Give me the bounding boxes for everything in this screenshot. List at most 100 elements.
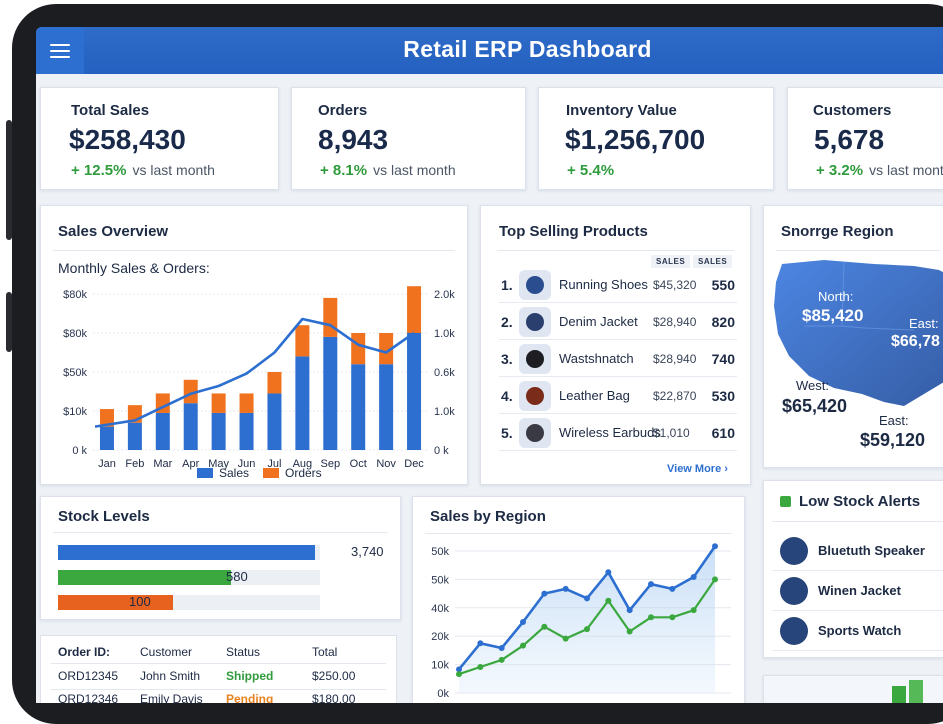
product-units: 530: [711, 388, 735, 404]
kpi-value: $258,430: [69, 124, 186, 155]
partial-card: [763, 675, 943, 703]
product-row[interactable]: 2. Denim Jacket $28,940 820: [499, 305, 737, 340]
table-row[interactable]: ORD12346 Emily Davis Pending $180.00: [41, 692, 396, 703]
product-sales: $45,320: [653, 278, 697, 292]
chevron-right-icon[interactable]: ›: [724, 463, 728, 475]
bar-orders: [407, 286, 422, 333]
data-point: [562, 585, 569, 592]
bar-sales: [351, 364, 366, 450]
product-row[interactable]: 1. Running Shoes $45,320 550: [499, 268, 737, 303]
region-east2-label: East:: [879, 413, 909, 428]
bar-orders: [211, 393, 226, 413]
product-name: Wireless Earbuds: [559, 425, 661, 440]
card-title: Top Selling Products: [499, 223, 648, 240]
product-sales: $22,870: [653, 389, 697, 403]
kpi-customers: Customers 5,678 + 3.2% vs last month: [787, 87, 943, 190]
bar-sales: [295, 356, 310, 450]
alert-label: Winen Jacket: [818, 583, 901, 598]
data-point: [541, 590, 548, 597]
data-point: [626, 628, 633, 635]
kpi-inventory-value: Inventory Value $1,256,700 + 5.4%: [538, 87, 774, 190]
alert-item[interactable]: Winen Jacket: [772, 571, 943, 611]
order-total: $250.00: [312, 669, 356, 683]
data-point: [456, 666, 462, 673]
kpi-change-value: + 12.5%: [71, 162, 127, 179]
product-row[interactable]: 5. Wireless Earbuds $1,010 610: [499, 416, 737, 451]
region-east-value: $66,78: [891, 333, 940, 350]
product-sales: $28,940: [653, 352, 697, 366]
data-point: [648, 581, 654, 588]
card-title: Sales by Region: [430, 508, 546, 525]
x-tick-label: Jun: [238, 458, 256, 470]
bar-sales: [407, 333, 422, 450]
product-alert-icon: [780, 537, 808, 565]
data-point: [690, 607, 697, 614]
table-row[interactable]: ORD12345 John Smith Shipped $250.00: [41, 669, 396, 691]
column-header-order-id: Order ID:: [58, 645, 111, 659]
bar-sales: [127, 422, 142, 450]
product-thumbnail-icon: [519, 344, 551, 374]
map-shape: [774, 260, 943, 406]
region-north-value: $85,420: [802, 306, 864, 325]
orders-table: Order ID: Customer Status Total ORD12345…: [40, 635, 397, 703]
bar-sales: [267, 393, 282, 450]
data-point: [584, 595, 590, 602]
y-tick-label: 50k: [431, 546, 449, 558]
kpi-label: Customers: [813, 102, 892, 119]
bar-orders: [379, 333, 394, 365]
view-more-link[interactable]: View More ›: [667, 463, 728, 475]
kpi-change-value: + 5.4%: [567, 162, 615, 179]
kpi-value: 5,678: [814, 124, 885, 155]
order-status: Shipped: [226, 669, 274, 683]
product-rank: 5.: [501, 425, 513, 441]
x-tick-label: Jul: [267, 458, 281, 470]
y2-tick-label: 0 k: [434, 445, 449, 457]
legend-swatch-sales: [197, 468, 213, 478]
kpi-label: Orders: [318, 102, 368, 119]
alert-item[interactable]: Sports Watch: [772, 611, 943, 651]
view-more-label[interactable]: View More: [667, 463, 722, 475]
divider: [772, 521, 943, 522]
x-tick-label: Oct: [350, 458, 367, 470]
data-point: [477, 640, 484, 647]
y-tick-label: $10k: [63, 406, 87, 418]
bar-sales: [323, 336, 338, 450]
product-row[interactable]: 3. Wastshnatch $28,940 740: [499, 342, 737, 377]
divider: [53, 250, 455, 251]
product-units: 740: [711, 351, 735, 367]
y2-tick-label: 1.0k: [434, 328, 455, 340]
y-tick-label: 50k: [431, 574, 449, 586]
data-point: [584, 626, 590, 633]
product-rank: 2.: [501, 314, 513, 330]
data-point: [498, 645, 505, 652]
order-status: Pending: [226, 692, 274, 703]
data-point: [669, 614, 676, 621]
kpi-value: 8,943: [318, 124, 389, 155]
product-name: Denim Jacket: [559, 314, 638, 329]
top-bar: Retail ERP Dashboard: [36, 27, 943, 74]
kpi-change: + 12.5% vs last month: [71, 162, 215, 179]
bar-orders: [267, 372, 282, 394]
alert-label: Bluetuth Speaker: [818, 543, 925, 558]
y2-tick-label: 2.0k: [434, 289, 455, 301]
product-row[interactable]: 4. Leather Bag $22,870 530: [499, 379, 737, 414]
order-customer: John Smith: [140, 669, 201, 683]
product-units: 820: [711, 314, 735, 330]
stock-value: 100: [129, 594, 151, 609]
x-tick-label: Mar: [153, 458, 172, 470]
partial-bar: [909, 680, 923, 703]
x-tick-label: Aug: [293, 458, 313, 470]
y-tick-label: 0 k: [72, 445, 87, 457]
stock-bar-track: [58, 570, 320, 585]
product-alert-icon: [780, 577, 808, 605]
data-point: [520, 642, 526, 649]
divider: [497, 250, 734, 251]
data-point: [712, 576, 718, 583]
alert-item[interactable]: Bluetuth Speaker: [772, 531, 943, 571]
x-tick-label: May: [208, 458, 229, 470]
stock-bar-fill: [58, 595, 174, 610]
data-point: [541, 623, 548, 630]
x-tick-label: Jan: [98, 458, 116, 470]
product-image-icon: [526, 313, 544, 331]
hamburger-menu-icon[interactable]: [36, 27, 84, 74]
